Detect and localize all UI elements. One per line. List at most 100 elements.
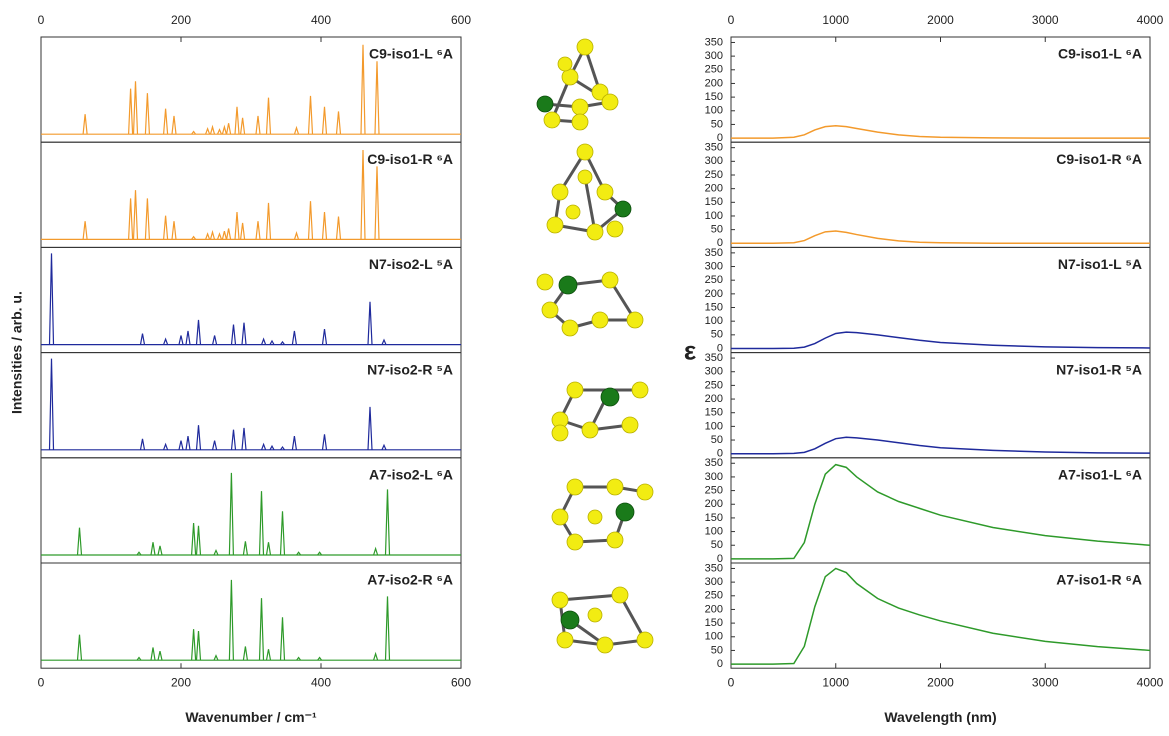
peak xyxy=(360,44,366,135)
panel-label: A7-iso2-R ⁶A xyxy=(367,572,453,588)
peak xyxy=(373,546,379,556)
y-tick-label: 0 xyxy=(717,658,723,670)
cluster xyxy=(551,478,654,551)
y-tick-label: 300 xyxy=(705,366,723,378)
peak xyxy=(228,579,234,661)
peak xyxy=(280,340,285,345)
peak xyxy=(136,551,142,556)
peak xyxy=(240,117,246,135)
x-axis-title: Wavenumber / cm⁻¹ xyxy=(185,709,317,725)
x-tick-label: 4000 xyxy=(1137,675,1164,689)
y-tick-label: 50 xyxy=(711,434,723,446)
peak xyxy=(163,108,169,135)
peak xyxy=(82,114,88,135)
y-tick-label: 350 xyxy=(705,142,723,154)
y-tick-label: 250 xyxy=(705,64,723,76)
y-tick-label: 250 xyxy=(705,590,723,602)
peak xyxy=(128,198,134,240)
peak xyxy=(195,425,202,450)
y-tick-label: 50 xyxy=(711,118,723,130)
panel-label: C9-iso1-R ⁶A xyxy=(367,151,453,167)
x-tick-label-top: 3000 xyxy=(1032,13,1059,27)
y-tick-label: 100 xyxy=(705,210,723,222)
peak xyxy=(240,222,246,240)
peak xyxy=(163,442,169,451)
peak xyxy=(212,335,218,345)
y-tick-label: 0 xyxy=(717,448,723,460)
y-tick-label: 100 xyxy=(705,315,723,327)
peak xyxy=(293,231,300,240)
spectrum-line xyxy=(731,125,1150,139)
peak xyxy=(195,630,202,661)
peak xyxy=(279,617,286,661)
peak xyxy=(373,651,379,661)
peak xyxy=(150,647,156,661)
x-tick-label-top: 0 xyxy=(38,13,45,27)
spectrum-line xyxy=(731,463,1151,560)
x-tick-label-top: 2000 xyxy=(927,13,954,27)
y-tick-label: 50 xyxy=(711,329,723,341)
peak xyxy=(367,301,373,345)
x-tick-label-top: 200 xyxy=(171,13,191,27)
panel-frame xyxy=(730,562,1151,669)
panel-label: N7-iso2-R ⁵A xyxy=(367,361,453,377)
peak xyxy=(242,541,248,556)
peak xyxy=(150,542,156,556)
peak xyxy=(242,646,248,661)
peak xyxy=(163,337,169,345)
y-tick-label: 200 xyxy=(705,77,723,89)
peak xyxy=(212,440,218,450)
peak xyxy=(178,335,184,345)
peak xyxy=(384,596,391,661)
peak xyxy=(171,115,177,135)
peak xyxy=(321,434,328,450)
peak xyxy=(226,228,232,240)
y-tick-label: 200 xyxy=(705,603,723,615)
peak xyxy=(241,322,247,345)
y-tick-label: 150 xyxy=(705,91,723,103)
peak xyxy=(191,130,197,135)
cluster xyxy=(551,381,649,442)
peak xyxy=(221,231,227,240)
y-axis-title: Intensities / arb. u. xyxy=(9,291,25,414)
peak xyxy=(157,545,163,556)
peak xyxy=(293,125,300,135)
y-tick-label: 0 xyxy=(717,132,723,144)
y-tick-label: 250 xyxy=(705,379,723,391)
y-tick-label: 0 xyxy=(717,342,723,354)
peak xyxy=(139,438,146,450)
peak xyxy=(255,221,261,240)
y-tick-label: 250 xyxy=(705,169,723,181)
peak xyxy=(191,523,197,556)
peak xyxy=(228,472,234,556)
y-axis-title: ε xyxy=(684,335,696,365)
peak xyxy=(307,201,314,240)
peak xyxy=(317,656,323,661)
peak xyxy=(317,551,323,556)
x-tick-label: 600 xyxy=(451,675,471,689)
peak xyxy=(374,61,380,135)
peak xyxy=(261,337,267,345)
y-tick-label: 200 xyxy=(705,288,723,300)
y-tick-label: 150 xyxy=(705,196,723,208)
x-tick-label: 0 xyxy=(38,675,45,689)
peak xyxy=(258,491,265,556)
panel-frame xyxy=(40,562,462,669)
peak xyxy=(195,319,202,345)
x-axis-title: Wavelength (nm) xyxy=(884,709,996,725)
peak xyxy=(136,656,142,661)
y-tick-label: 250 xyxy=(705,274,723,286)
x-tick-label: 0 xyxy=(728,675,735,689)
y-tick-label: 150 xyxy=(705,512,723,524)
peak xyxy=(258,598,265,661)
cluster xyxy=(536,38,619,131)
y-tick-label: 100 xyxy=(705,525,723,537)
peak xyxy=(132,81,139,135)
y-tick-label: 300 xyxy=(705,155,723,167)
peak xyxy=(261,442,267,451)
peak xyxy=(335,216,342,240)
cluster xyxy=(551,586,654,654)
panel-label: C9-iso1-L ⁶A xyxy=(1058,46,1142,62)
y-tick-label: 50 xyxy=(711,644,723,656)
x-tick-label-top: 400 xyxy=(311,13,331,27)
